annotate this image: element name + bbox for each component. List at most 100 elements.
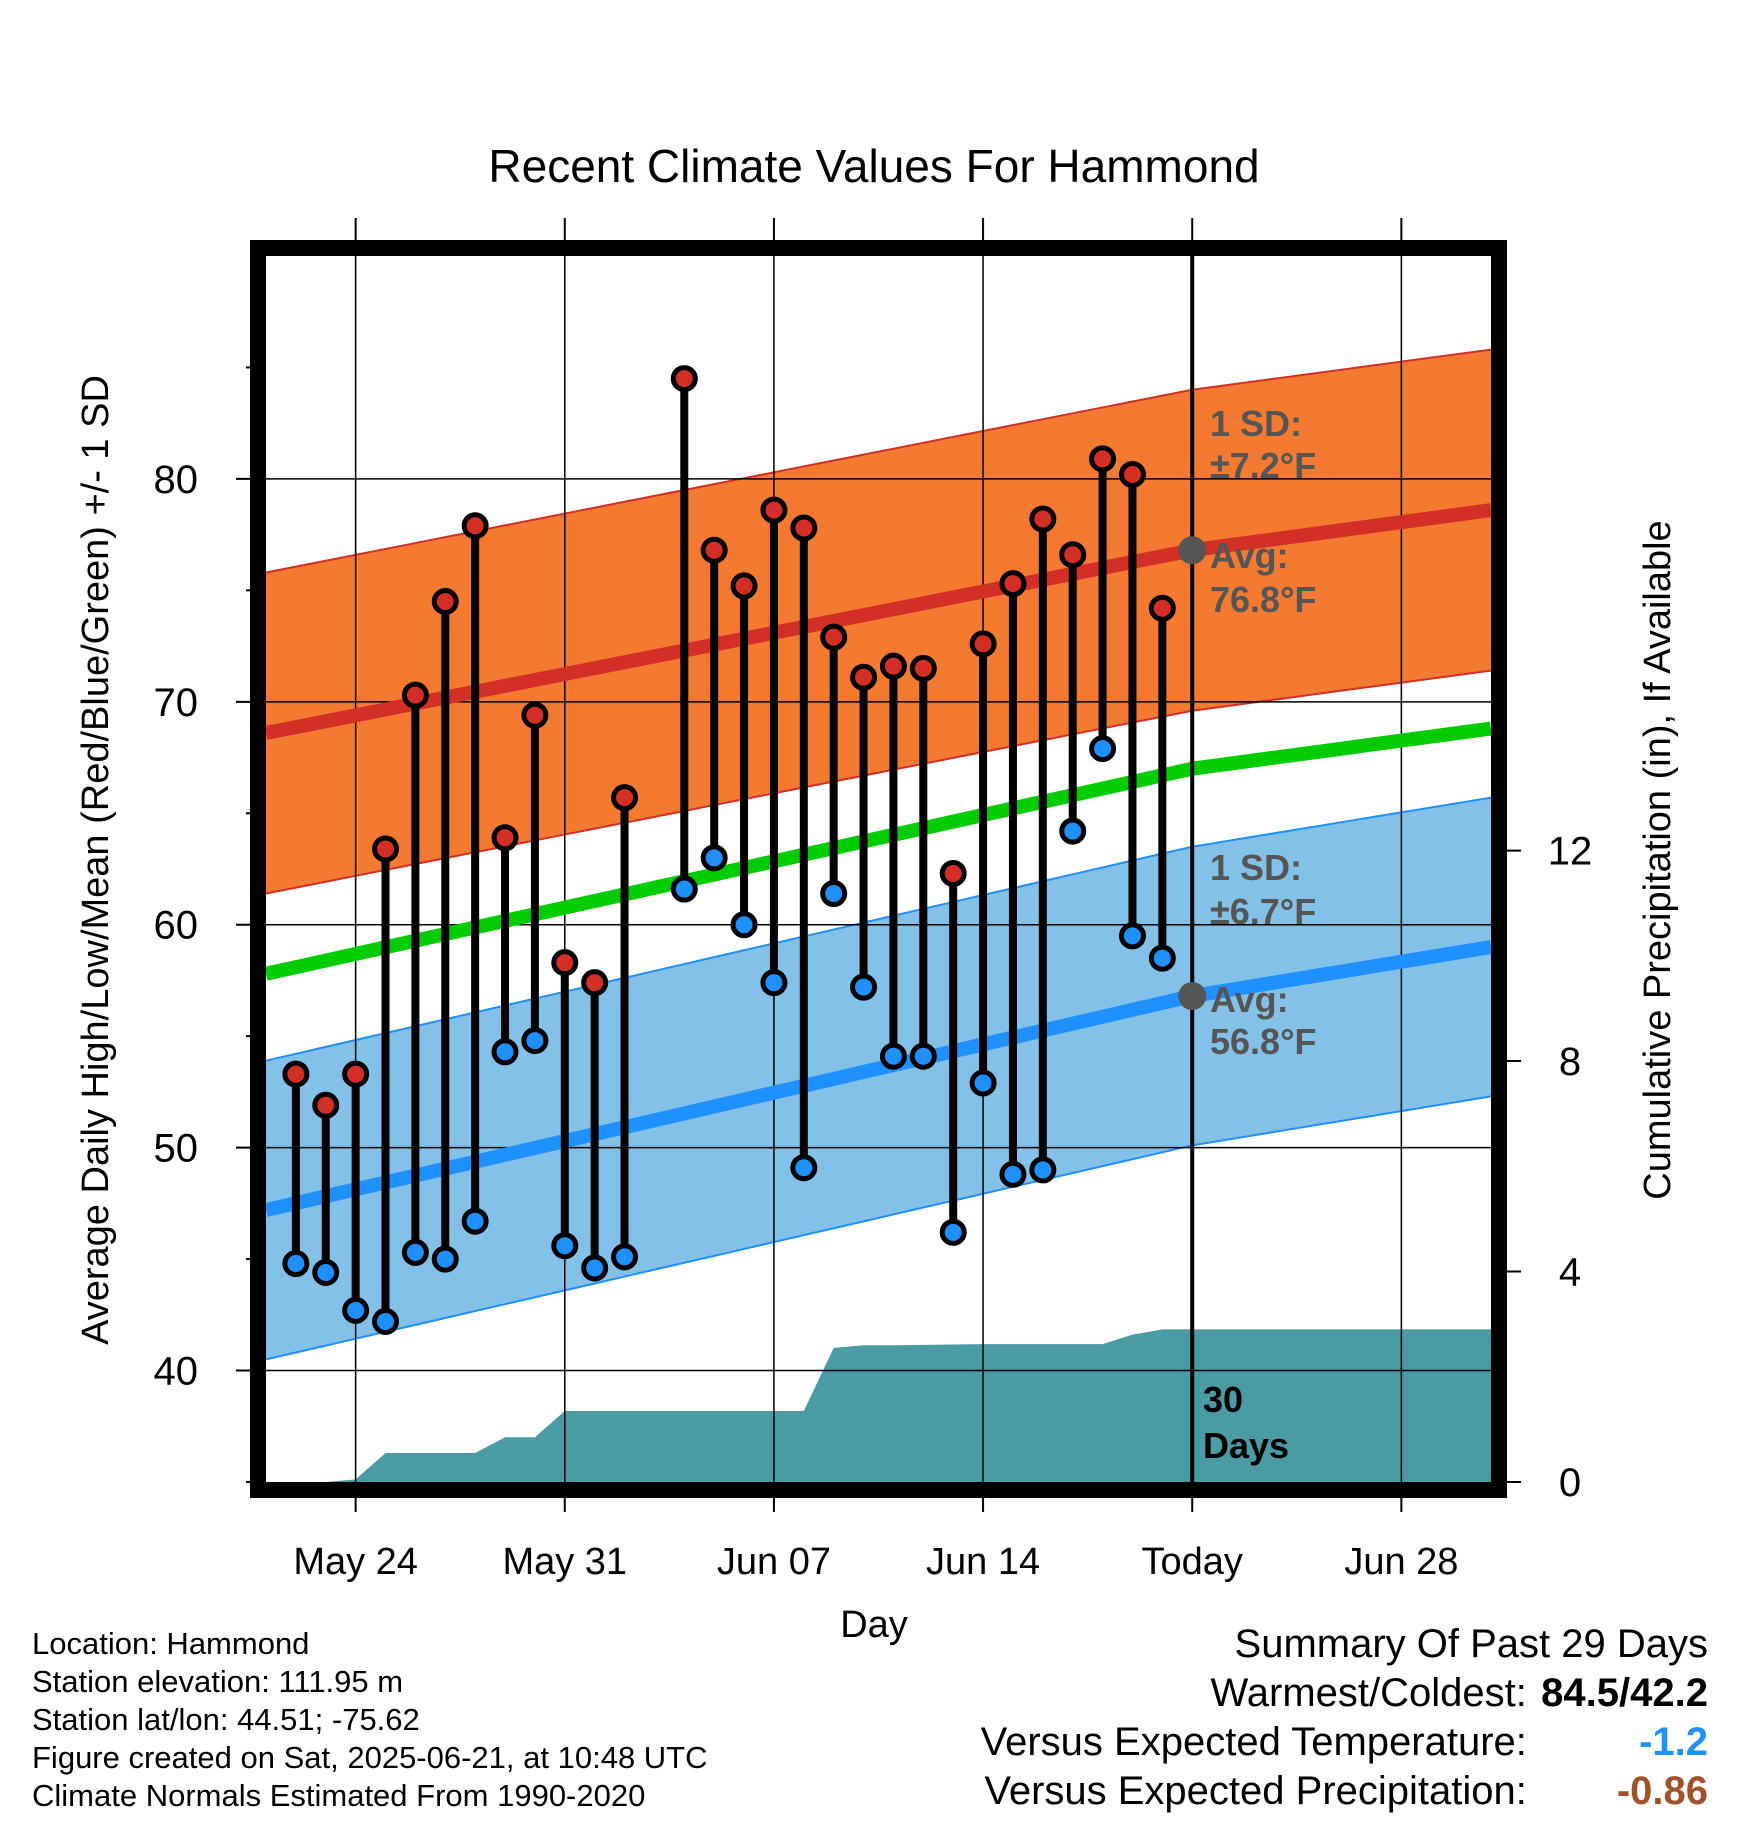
created-text: Figure created on Sat, 2025-06-21, at 10…: [32, 1740, 708, 1775]
observed-low-point: [581, 1254, 609, 1282]
observed-high-point: [790, 514, 818, 542]
observed-low-point: [760, 969, 788, 997]
plot-frame: [250, 240, 1507, 1498]
observed-low-point: [700, 844, 728, 872]
summary-precip: Versus Expected Precipitation: -0.86: [981, 1767, 1708, 1816]
low-avg-label: Avg:: [1210, 979, 1289, 1020]
summary-temp: Versus Expected Temperature: -1.2: [981, 1718, 1708, 1767]
plot-area: [264, 248, 1493, 1482]
normal-mean-line: [264, 721, 1492, 981]
window-days-number: 30: [1203, 1379, 1243, 1420]
low-sd-band-lower-edge: [265, 1095, 1492, 1361]
station-info: Location: Hammond Station elevation: 111…: [32, 1625, 708, 1815]
observed-low-point: [1059, 817, 1087, 845]
observed-low-point: [372, 1308, 400, 1336]
observed-low-point: [909, 1042, 937, 1070]
observed-high-point: [312, 1091, 340, 1119]
observed-low-point: [850, 973, 878, 1001]
observed-high-point: [969, 630, 997, 658]
summary-heading: Summary Of Past 29 Days: [1234, 1622, 1708, 1666]
observed-high-point: [581, 969, 609, 997]
observed-high-point: [939, 859, 967, 887]
y-axis-label-left: Average Daily High/Low/Mean (Red/Blue/Gr…: [75, 375, 117, 1345]
elevation-text: Station elevation: 111.95 m: [32, 1664, 404, 1699]
observed-high-point: [1059, 541, 1087, 569]
x-axis-label: Day: [840, 1604, 908, 1646]
y-left-tick-label: 80: [154, 458, 199, 502]
y-left-tick-label: 70: [154, 681, 199, 725]
normal-bands: [265, 348, 1492, 1361]
observed-low-point: [790, 1154, 818, 1182]
location-text: Location: Hammond: [32, 1626, 310, 1661]
observed-low-point: [1118, 922, 1146, 950]
observed-high-point: [461, 512, 489, 540]
observed-low-point: [312, 1258, 340, 1286]
y-right-tick-label: 4: [1559, 1251, 1581, 1295]
normal-low-line: [264, 940, 1493, 1217]
observed-high-point: [760, 496, 788, 524]
observed-low-point: [999, 1160, 1027, 1188]
observed-low-point: [431, 1245, 459, 1273]
observed-high-point: [1118, 460, 1146, 488]
observed-low-point: [879, 1042, 907, 1070]
temp-departure-label: Versus Expected Temperature:: [980, 1720, 1527, 1764]
y-left-tick-label: 40: [154, 1350, 199, 1394]
normals-text: Climate Normals Estimated From 1990-2020: [32, 1778, 646, 1813]
high-avg-value: 76.8°F: [1210, 579, 1316, 620]
observed-high-point: [1148, 594, 1176, 622]
precip-departure-label: Versus Expected Precipitation:: [984, 1769, 1527, 1813]
observed-low-point: [551, 1232, 579, 1260]
observed-high-point: [551, 949, 579, 977]
observed-high-point: [730, 572, 758, 600]
observed-low-point: [282, 1250, 310, 1278]
observed-low-point: [670, 875, 698, 903]
low-avg-value: 56.8°F: [1210, 1021, 1316, 1062]
observed-low-point: [820, 880, 848, 908]
observed-high-point: [491, 824, 519, 852]
y-axis-label-right: Cumulative Precipitation (in), If Availa…: [1637, 520, 1679, 1199]
warm-cold-label: Warmest/Coldest:: [1210, 1671, 1527, 1715]
observed-high-point: [700, 536, 728, 564]
x-tick-label: Jun 07: [717, 1541, 831, 1583]
high-sd-band-lower-edge: [265, 669, 1492, 895]
observed-high-point: [850, 663, 878, 691]
low-sd-label: 1 SD:: [1210, 847, 1302, 888]
x-tick-label: May 31: [502, 1541, 627, 1583]
low-sd-value: ±6.7°F: [1210, 891, 1316, 932]
observed-low-point: [730, 911, 758, 939]
x-tick-label: May 24: [293, 1541, 418, 1583]
warm-cold-value: 84.5/42.2: [1541, 1671, 1708, 1715]
precip-cumulative-area: [266, 1329, 1491, 1482]
summary-panel: Summary Of Past 29 Days Warmest/Coldest:…: [981, 1620, 1708, 1816]
y-left-tick-label: 50: [154, 1127, 199, 1171]
observed-low-point: [1148, 944, 1176, 972]
low-sd-band-upper-edge: [265, 796, 1492, 1062]
today-high-avg-marker: [1178, 536, 1207, 565]
annotations: 1 SD: ±7.2°F Avg: 76.8°F 1 SD: ±6.7°F Av…: [1203, 403, 1316, 1466]
observed-high-point: [401, 681, 429, 709]
today-low-avg-marker: [1178, 982, 1207, 1011]
observed-high-point: [342, 1060, 370, 1088]
normal-lines: [264, 503, 1493, 1217]
observed-high-point: [879, 652, 907, 680]
summary-warm-cold: Warmest/Coldest: 84.5/42.2: [981, 1669, 1709, 1718]
low-sd-band: [266, 797, 1491, 1360]
high-sd-value: ±7.2°F: [1210, 445, 1316, 486]
observed-low-point: [1029, 1156, 1057, 1184]
normal-high-line: [264, 503, 1492, 740]
x-tick-label: Jun 14: [926, 1541, 1040, 1583]
latlon-text: Station lat/lon: 44.51; -75.62: [32, 1702, 420, 1737]
temp-departure-value: -1.2: [1639, 1720, 1708, 1764]
high-sd-band: [266, 349, 1491, 894]
observed-high-point: [372, 835, 400, 863]
x-tick-label: Today: [1142, 1541, 1243, 1583]
observed-temperatures: [282, 365, 1176, 1336]
observed-low-point: [401, 1238, 429, 1266]
y-left-tick-label: 60: [154, 904, 199, 948]
y-right-tick-label: 0: [1559, 1461, 1581, 1505]
window-days-label: Days: [1203, 1425, 1289, 1466]
observed-low-point: [1089, 735, 1117, 763]
precip-departure-value: -0.86: [1616, 1769, 1708, 1813]
observed-high-point: [1089, 445, 1117, 473]
